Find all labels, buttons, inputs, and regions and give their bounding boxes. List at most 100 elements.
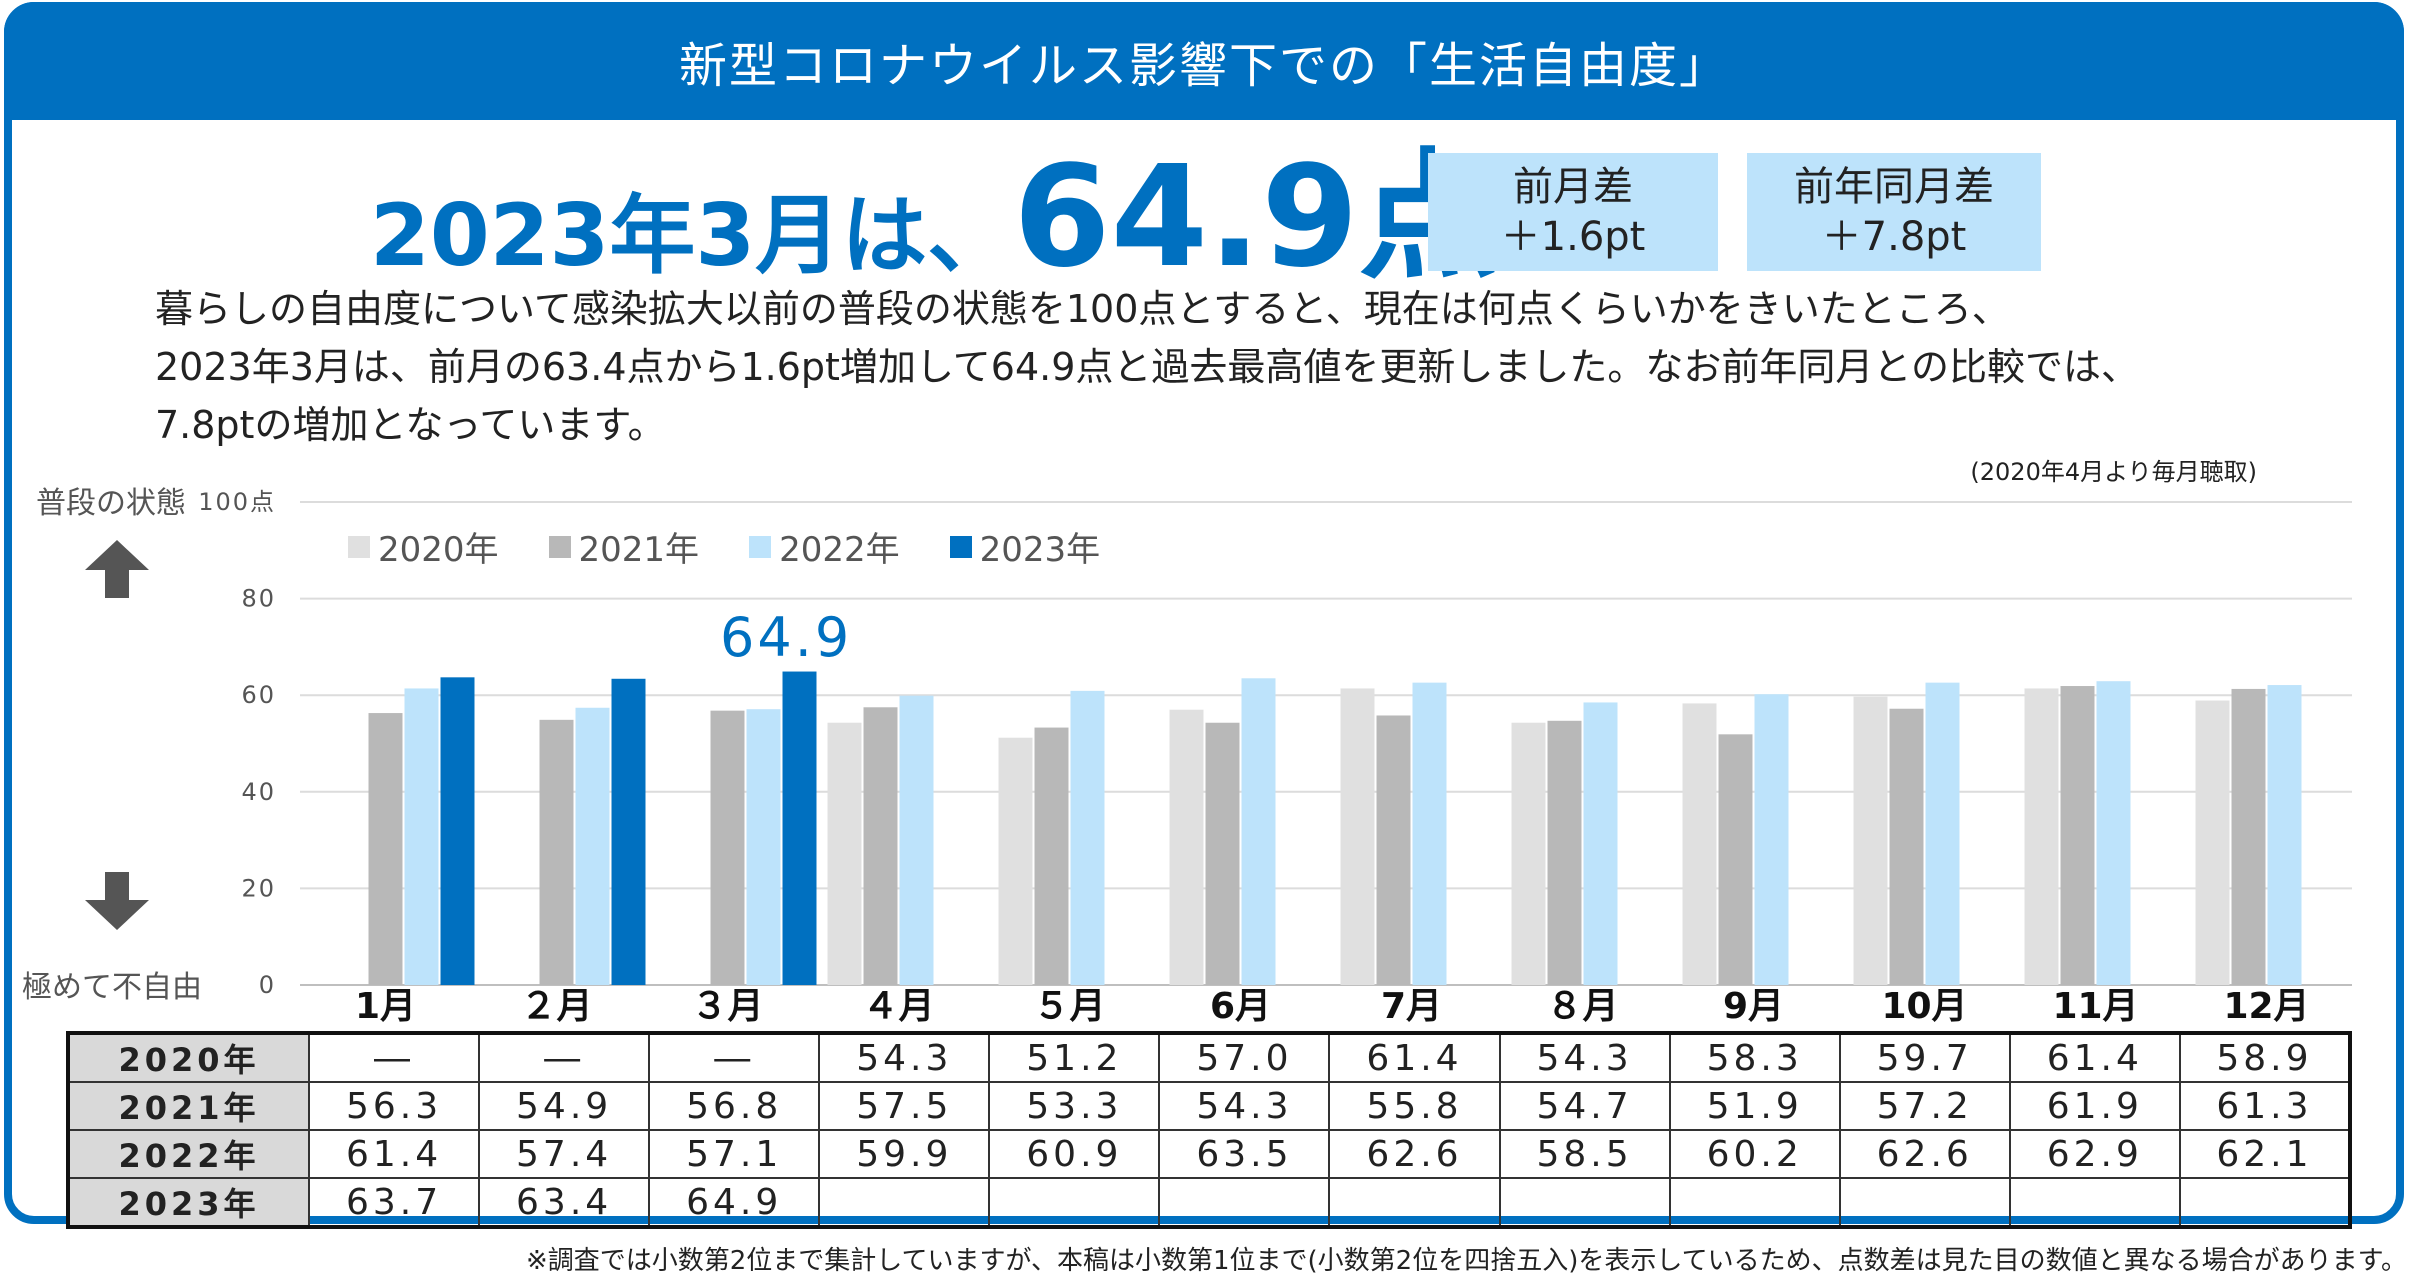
bar-2020年-８月 — [1511, 722, 1546, 985]
table-cell — [1158, 1177, 1331, 1228]
y-tick-label: 60 — [241, 681, 276, 709]
legend-swatch-2022 — [749, 535, 772, 558]
year-diff-value: ＋7.8pt — [1821, 214, 1967, 260]
table-cell: 60.2 — [1668, 1129, 1841, 1179]
table-row: 2020年 ― ― ― 54.3 51.2 57.0 61.4 54.3 58.3 59.7 61.4… — [67, 1032, 2352, 1083]
table-cell: 51.9 — [1668, 1081, 1841, 1131]
bar-2021年-11月 — [2060, 686, 2095, 985]
bar-2020年-11月 — [2024, 688, 2059, 985]
table-cell: 55.8 — [1328, 1081, 1501, 1131]
headline-lead: 2023年3月は、 — [370, 186, 1014, 286]
table-row-header: 2022年 — [67, 1129, 310, 1179]
table-row: 2021年 56.3 54.9 56.8 57.5 53.3 54.3 55.8 54.7 51.… — [67, 1081, 2352, 1131]
table-cell: 59.9 — [818, 1129, 991, 1179]
bar-2021年-２月 — [539, 719, 574, 985]
y-tick-label: 20 — [241, 874, 276, 902]
bar-2022年-３月 — [746, 709, 781, 985]
table-cell — [1838, 1177, 2011, 1228]
x-category-label: ５月 — [1033, 986, 1105, 1027]
x-category-label: 12月 — [2223, 986, 2309, 1027]
bar-2022年-２月 — [575, 707, 610, 985]
bar-2021年-9月 — [1718, 734, 1753, 985]
month-diff-box: 前月差 ＋1.6pt — [1428, 153, 1718, 271]
table-cell: 61.4 — [2008, 1032, 2181, 1083]
bar-2022年-４月 — [899, 695, 934, 985]
data-table: 2020年 ― ― ― 54.3 51.2 57.0 61.4 54.3 58.3 59.7 61.4… — [66, 1031, 2352, 1229]
bar-2022年-7月 — [1412, 682, 1447, 985]
table-cell: 62.1 — [2178, 1129, 2352, 1179]
x-category-label: 10月 — [1881, 986, 1967, 1027]
x-category-label: 1月 — [355, 986, 416, 1027]
x-category-label: ３月 — [691, 986, 763, 1027]
page-title: 新型コロナウイルス影響下での「生活自由度」 — [678, 38, 1729, 94]
table-cell: 57.5 — [818, 1081, 991, 1131]
table-cell: 58.9 — [2178, 1032, 2352, 1083]
side-label-top: 普段の状態 — [36, 486, 186, 521]
table-cell: 51.2 — [988, 1032, 1161, 1083]
description: 暮らしの自由度について感染拡大以前の普段の状態を100点とすると、現在は何点くら… — [155, 280, 2385, 454]
legend-label-2020: 2020年 — [378, 530, 499, 570]
bar-2021年-５月 — [1034, 727, 1069, 985]
year-diff-box: 前年同月差 ＋7.8pt — [1747, 153, 2041, 271]
legend-swatch-2021 — [548, 535, 571, 558]
legend-label-2023: 2023年 — [979, 530, 1101, 570]
table-row-header: 2023年 — [67, 1177, 310, 1228]
y-tick-label: 100点 — [198, 488, 276, 516]
legend-swatch-2023 — [949, 535, 972, 558]
side-label-bottom: 極めて不自由 — [22, 970, 202, 1005]
bar-2020年-9月 — [1682, 703, 1717, 985]
table-cell: 57.1 — [648, 1129, 821, 1179]
y-tick-label: 0 — [259, 971, 276, 999]
bar-2020年-５月 — [998, 737, 1033, 985]
bar-2021年-３月 — [710, 710, 745, 985]
x-category-label: 7月 — [1381, 986, 1442, 1027]
table-row-header: 2020年 — [67, 1032, 310, 1083]
footnote: ※調査では小数第2位まで集計していますが、本稿は小数第1位まで(小数第2位を四捨… — [525, 1246, 2407, 1276]
table-cell: 57.4 — [478, 1129, 651, 1179]
value-callout: 64.9 — [720, 606, 853, 669]
table-cell: 54.7 — [1498, 1081, 1671, 1131]
table-cell: 62.6 — [1328, 1129, 1501, 1179]
bar-2022年-５月 — [1070, 690, 1105, 985]
table-cell: 61.4 — [307, 1129, 481, 1179]
legend-item-2021: 2021年 — [548, 522, 699, 571]
table-cell — [2178, 1177, 2352, 1228]
table-cell: 56.8 — [648, 1081, 821, 1131]
headline-value: 64.9点 — [1013, 136, 1499, 299]
table-cell: 63.5 — [1158, 1129, 1331, 1179]
description-line: 2023年3月は、前月の63.4点から1.6pt増加して64.9点と過去最高値を… — [155, 345, 2140, 389]
legend-item-2023: 2023年 — [949, 522, 1101, 571]
table-cell: 53.3 — [988, 1081, 1161, 1131]
table-cell: 61.3 — [2178, 1081, 2352, 1131]
bar-2022年-８月 — [1583, 702, 1618, 985]
bar-2021年-８月 — [1547, 720, 1582, 985]
table-cell: 61.9 — [2008, 1081, 2181, 1131]
month-diff-value: ＋1.6pt — [1500, 214, 1646, 260]
table-cell: 63.7 — [307, 1177, 481, 1228]
table-cell: 62.9 — [2008, 1129, 2181, 1179]
bar-2022年-1月 — [404, 688, 439, 985]
table-cell — [988, 1177, 1161, 1228]
bar-2021年-10月 — [1889, 708, 1924, 985]
y-tick-label: 80 — [241, 585, 276, 613]
table-cell — [1668, 1177, 1841, 1228]
y-tick-label: 40 — [241, 778, 276, 806]
table-cell: 58.3 — [1668, 1032, 1841, 1083]
x-category-label: ２月 — [520, 986, 592, 1027]
bar-2023年-２月 — [611, 678, 646, 985]
table-cell: 64.9 — [648, 1177, 821, 1228]
table-cell: 54.3 — [1498, 1032, 1671, 1083]
bar-2020年-12月 — [2195, 700, 2230, 985]
legend-swatch-2020 — [348, 535, 370, 558]
table-row-header: 2021年 — [67, 1081, 310, 1131]
x-category-label: 9月 — [1723, 986, 1784, 1027]
bar-2023年-３月 — [782, 671, 817, 985]
table-cell: 57.2 — [1838, 1081, 2011, 1131]
table-cell — [1328, 1177, 1501, 1228]
table-cell — [818, 1177, 991, 1228]
up-arrow-icon — [85, 540, 149, 598]
bar-2022年-10月 — [1925, 682, 1960, 985]
title-bar: 新型コロナウイルス影響下での「生活自由度」 — [4, 2, 2404, 120]
bar-2020年-7月 — [1340, 688, 1375, 985]
